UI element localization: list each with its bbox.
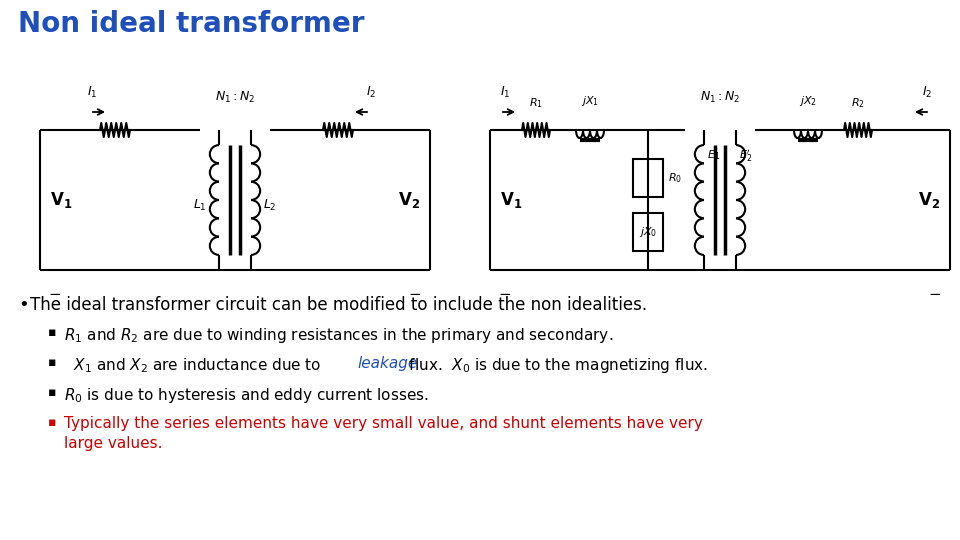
Text: $R_0$ is due to hysteresis and eddy current losses.: $R_0$ is due to hysteresis and eddy curr… — [64, 386, 429, 405]
Text: ▪: ▪ — [48, 386, 57, 399]
Text: $jX_1$: $jX_1$ — [581, 94, 599, 108]
Bar — [633, 213, 663, 251]
Text: ▪: ▪ — [48, 326, 57, 339]
Text: $I_2$: $I_2$ — [366, 85, 376, 100]
Text: leakage: leakage — [357, 356, 418, 371]
Text: ▪: ▪ — [48, 416, 57, 429]
Text: The ideal transformer circuit can be modified to include the non idealities.: The ideal transformer circuit can be mod… — [30, 296, 647, 314]
Text: flux.  $X_0$ is due to the magnetizing flux.: flux. $X_0$ is due to the magnetizing fl… — [404, 356, 708, 375]
Text: $I_1$: $I_1$ — [86, 85, 97, 100]
Text: $-$: $-$ — [48, 285, 61, 300]
Text: $\mathbf{V_1}$: $\mathbf{V_1}$ — [50, 190, 72, 210]
Text: $L_2$: $L_2$ — [263, 198, 276, 213]
Text: $\mathbf{V_1}$: $\mathbf{V_1}$ — [500, 190, 522, 210]
Text: $jX_2$: $jX_2$ — [799, 94, 817, 108]
Text: $R_0$: $R_0$ — [668, 171, 683, 185]
Text: $X_1$ and $X_2$ are inductance due to: $X_1$ and $X_2$ are inductance due to — [64, 356, 323, 375]
Text: $\mathbf{V_2}$: $\mathbf{V_2}$ — [918, 190, 940, 210]
Text: $R_2$: $R_2$ — [852, 96, 865, 110]
Text: $E_2'$: $E_2'$ — [739, 148, 753, 164]
Text: ▪: ▪ — [48, 356, 57, 369]
Text: $\mathbf{V_2}$: $\mathbf{V_2}$ — [398, 190, 420, 210]
Text: $I_1$: $I_1$ — [500, 85, 511, 100]
Text: large values.: large values. — [64, 436, 162, 451]
Bar — [633, 159, 663, 197]
Text: Typically the series elements have very small value, and shunt elements have ver: Typically the series elements have very … — [64, 416, 703, 431]
Text: $R_1$: $R_1$ — [529, 96, 543, 110]
Text: $-$: $-$ — [498, 285, 512, 300]
Text: •: • — [18, 296, 29, 314]
Text: $-$: $-$ — [928, 285, 942, 300]
Text: $I_2$: $I_2$ — [922, 85, 932, 100]
Text: $N_1 : N_2$: $N_1 : N_2$ — [215, 90, 255, 105]
Text: Non ideal transformer: Non ideal transformer — [18, 10, 365, 38]
Text: $R_1$ and $R_2$ are due to winding resistances in the primary and secondary.: $R_1$ and $R_2$ are due to winding resis… — [64, 326, 613, 345]
Text: $N_1 : N_2$: $N_1 : N_2$ — [700, 90, 740, 105]
Text: $L_1$: $L_1$ — [193, 198, 207, 213]
Text: $E_1$: $E_1$ — [707, 148, 720, 162]
Text: $-$: $-$ — [408, 285, 421, 300]
Text: $jX_0$: $jX_0$ — [638, 225, 658, 239]
